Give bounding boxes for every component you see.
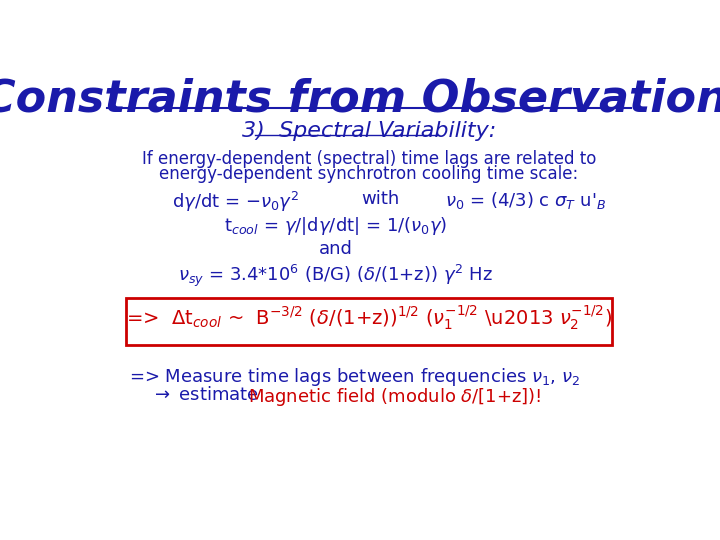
FancyBboxPatch shape: [126, 298, 612, 346]
Text: => Measure time lags between frequencies $\nu_1$, $\nu_2$: => Measure time lags between frequencies…: [129, 366, 580, 388]
Text: $\nu_0$ = (4/3) c $\sigma_T$ u'$_B$: $\nu_0$ = (4/3) c $\sigma_T$ u'$_B$: [445, 190, 606, 211]
Text: energy-dependent synchrotron cooling time scale:: energy-dependent synchrotron cooling tim…: [159, 165, 579, 184]
Text: with: with: [361, 190, 400, 207]
Text: Constraints from Observations: Constraints from Observations: [0, 77, 720, 120]
Text: Magnetic field (modulo $\delta$/[1+z])!: Magnetic field (modulo $\delta$/[1+z])!: [248, 386, 541, 408]
Text: and: and: [318, 240, 353, 258]
Text: $\nu_{sy}$ = 3.4*10$^6$ (B/G) ($\delta$/(1+z)) $\gamma^2$ Hz: $\nu_{sy}$ = 3.4*10$^6$ (B/G) ($\delta$/…: [178, 262, 493, 288]
Text: t$_{cool}$ = $\gamma$/|d$\gamma$/dt| = 1/($\nu_0\gamma$): t$_{cool}$ = $\gamma$/|d$\gamma$/dt| = 1…: [224, 215, 447, 237]
Text: If energy-dependent (spectral) time lags are related to: If energy-dependent (spectral) time lags…: [142, 150, 596, 168]
Text: 3)  Spectral Variability:: 3) Spectral Variability:: [242, 121, 496, 141]
Text: =>  $\Delta$t$_{cool}$ ~  B$^{-3/2}$ ($\delta$/(1+z))$^{1/2}$ ($\nu_1^{-1/2}$ \u: => $\Delta$t$_{cool}$ ~ B$^{-3/2}$ ($\de…: [126, 305, 612, 332]
Text: $\rightarrow$ estimate: $\rightarrow$ estimate: [151, 386, 261, 404]
Text: d$\gamma$/dt = $-\nu_0\gamma^2$: d$\gamma$/dt = $-\nu_0\gamma^2$: [171, 190, 299, 214]
